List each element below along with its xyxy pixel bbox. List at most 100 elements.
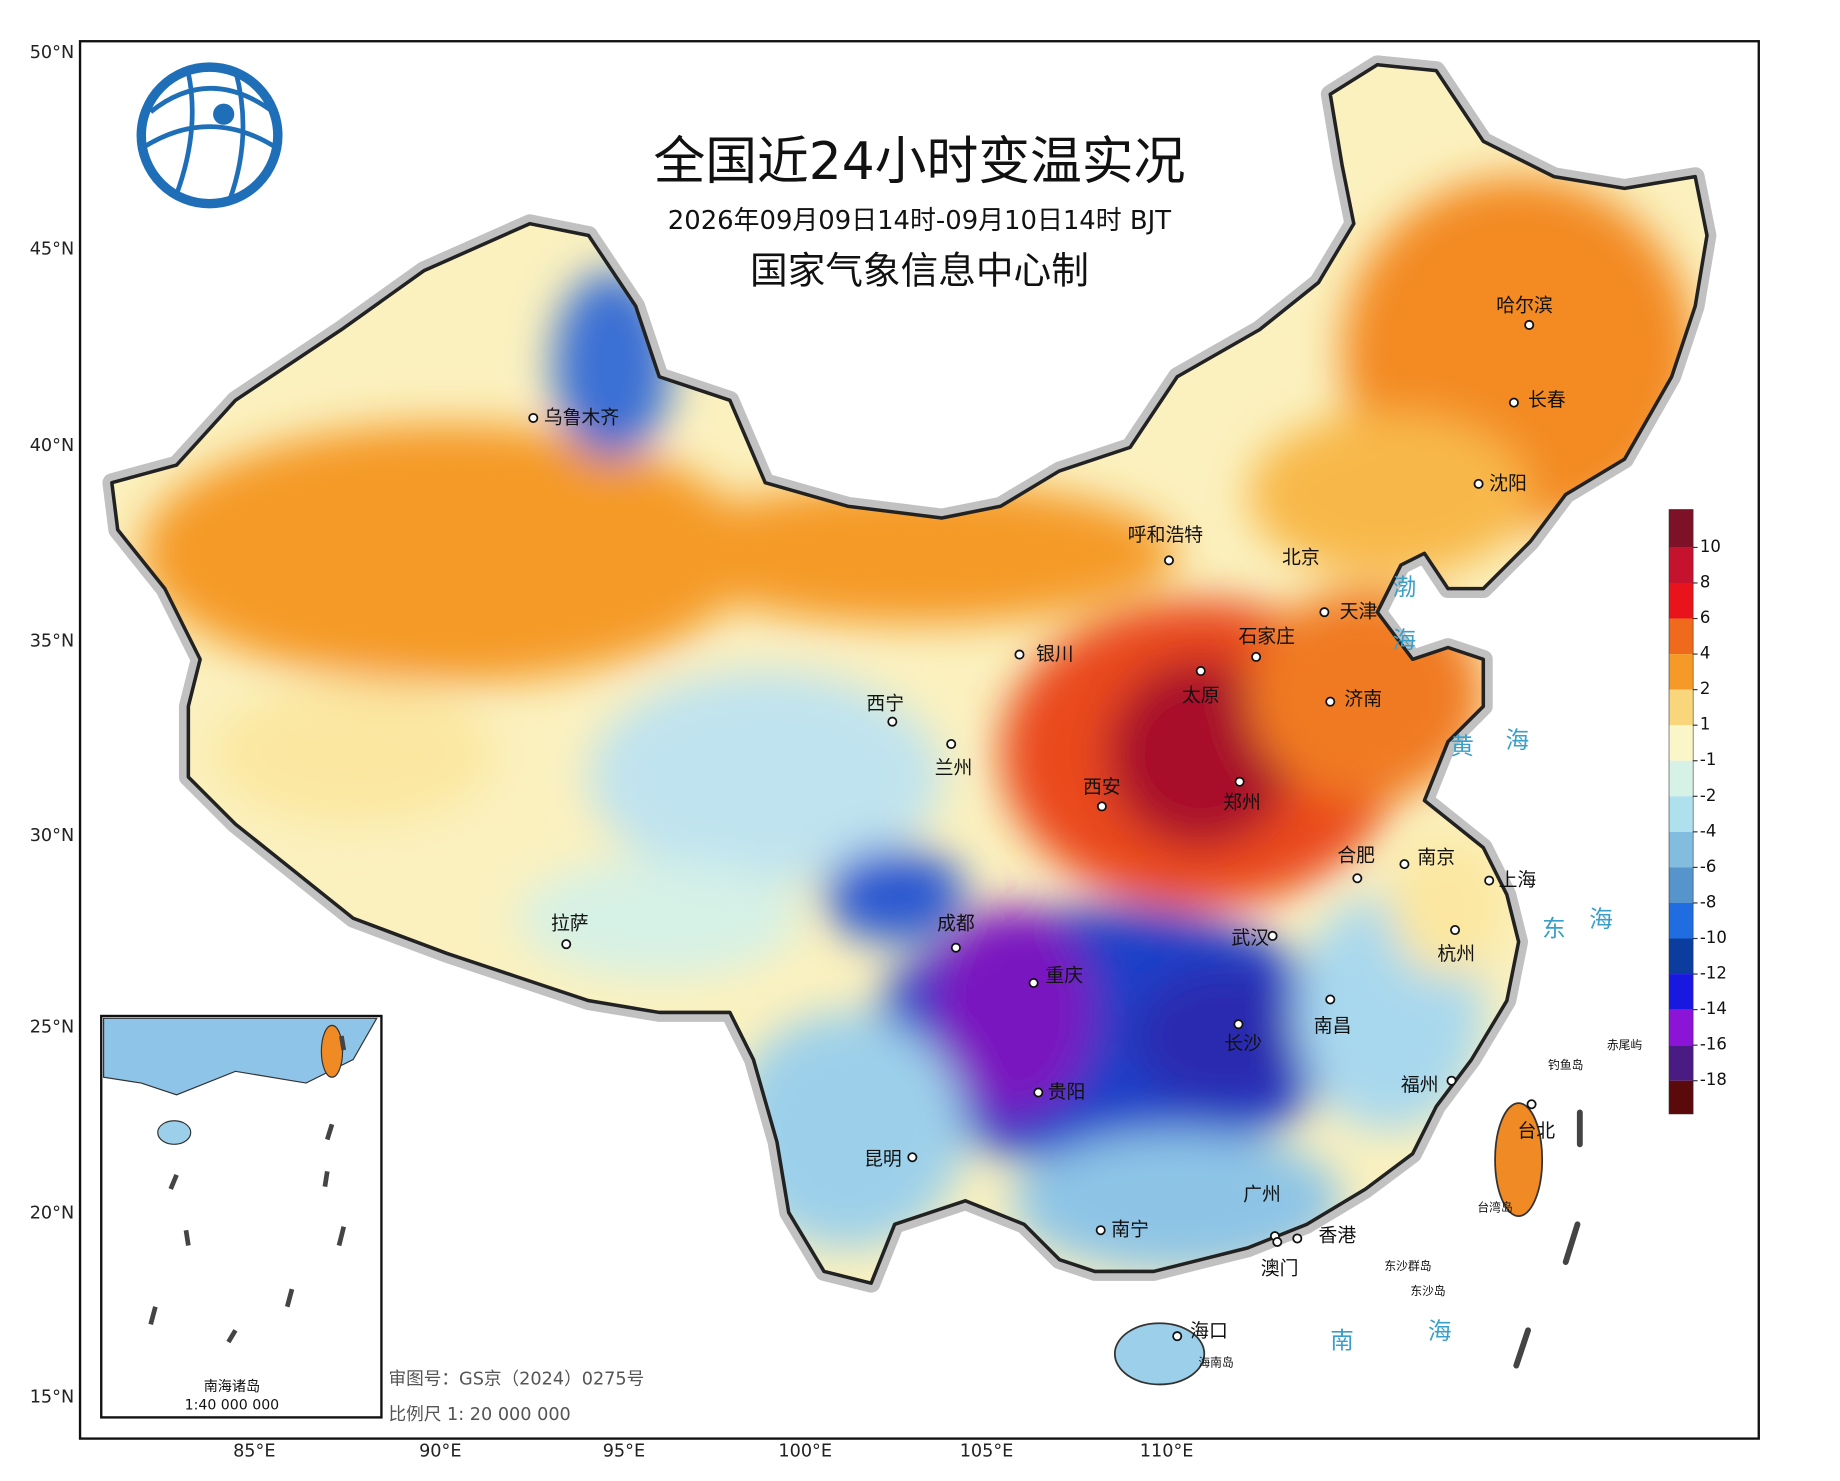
lon-label: 90°E bbox=[419, 1442, 461, 1462]
lon-label: 95°E bbox=[603, 1442, 645, 1462]
city-dot bbox=[1234, 776, 1245, 787]
map-subtitle: 2026年09月09日14时-09月10日14时 BJT bbox=[668, 206, 1171, 236]
place-label: 赤尾屿 bbox=[1607, 1038, 1643, 1052]
city-label: 海口 bbox=[1190, 1320, 1228, 1342]
city-label: 长沙 bbox=[1224, 1033, 1262, 1055]
city-label: 合肥 bbox=[1337, 844, 1375, 866]
city-dot bbox=[1292, 1233, 1303, 1244]
colorbar-label: 8 bbox=[1700, 572, 1710, 591]
city-label: 重庆 bbox=[1045, 964, 1083, 986]
sea-label: 海 bbox=[1589, 905, 1615, 933]
city-dot bbox=[1251, 651, 1262, 662]
colorbar-label: -6 bbox=[1700, 857, 1716, 876]
map-scale: 比例尺 1: 20 000 000 bbox=[388, 1404, 570, 1425]
city-dot bbox=[1399, 859, 1410, 870]
colorbar-label: 6 bbox=[1700, 608, 1710, 627]
sea-label: 南 bbox=[1330, 1327, 1356, 1355]
city-label: 天津 bbox=[1340, 601, 1378, 623]
city-label: 济南 bbox=[1344, 688, 1382, 710]
temperature-field bbox=[111, 64, 1707, 1284]
city-dot bbox=[1033, 1087, 1044, 1098]
colorbar-label: -10 bbox=[1700, 928, 1727, 947]
city-label: 成都 bbox=[937, 913, 975, 935]
city-label: 西安 bbox=[1083, 776, 1121, 798]
city-dot bbox=[1172, 1331, 1183, 1342]
colorbar-segment bbox=[1669, 1045, 1693, 1081]
colorbar-segment bbox=[1669, 867, 1693, 903]
place-label: 东沙群岛 bbox=[1384, 1259, 1431, 1273]
city-label: 郑州 bbox=[1223, 791, 1261, 813]
lat-label: 50°N bbox=[30, 43, 74, 63]
city-label: 贵阳 bbox=[1048, 1081, 1086, 1103]
producer: 国家气象信息中心制 bbox=[750, 249, 1089, 293]
inset-scale: 1:40 000 000 bbox=[185, 1398, 280, 1414]
city-label: 福州 bbox=[1401, 1074, 1439, 1096]
city-dot bbox=[1325, 696, 1336, 707]
colorbar-label: -2 bbox=[1700, 786, 1716, 805]
colorbar-label: 10 bbox=[1700, 537, 1721, 556]
city-label: 长春 bbox=[1528, 389, 1566, 411]
lon-label: 110°E bbox=[1140, 1442, 1194, 1462]
city-dot bbox=[1473, 478, 1484, 489]
city-dot bbox=[1163, 555, 1174, 566]
colorbar-label: -1 bbox=[1700, 750, 1716, 769]
city-label: 杭州 bbox=[1437, 943, 1475, 965]
city-label: 银川 bbox=[1036, 643, 1074, 665]
city-label: 哈尔滨 bbox=[1496, 295, 1553, 317]
city-label: 南京 bbox=[1417, 847, 1455, 869]
colorbar-segment bbox=[1669, 689, 1693, 726]
city-dot bbox=[528, 412, 539, 423]
city-dot bbox=[907, 1152, 918, 1163]
lon-label: 100°E bbox=[778, 1442, 832, 1462]
city-label: 呼和浩特 bbox=[1128, 524, 1203, 546]
lat-label: 35°N bbox=[30, 632, 74, 652]
city-label: 太原 bbox=[1182, 684, 1220, 706]
city-label: 南昌 bbox=[1314, 1015, 1352, 1037]
city-label: 兰州 bbox=[935, 757, 973, 779]
maritime-dashes bbox=[1513, 1109, 1583, 1369]
city-label: 广州 bbox=[1243, 1183, 1281, 1205]
lat-label: 45°N bbox=[30, 240, 74, 260]
inset-title: 南海诸岛 bbox=[204, 1379, 260, 1395]
city-dot bbox=[1096, 801, 1107, 812]
city-dot bbox=[1352, 873, 1363, 884]
sea-label: 渤 bbox=[1393, 573, 1419, 601]
city-dot bbox=[1195, 666, 1206, 677]
colorbar-segment bbox=[1669, 1009, 1693, 1046]
inset-map bbox=[103, 1017, 378, 1344]
review-number: 审图号：GS京（2024）0275号 bbox=[388, 1369, 644, 1390]
city-label: 上海 bbox=[1499, 869, 1537, 891]
sea-label: 东 bbox=[1542, 915, 1568, 943]
colorbar-segment bbox=[1669, 760, 1693, 797]
colorbar-label: -4 bbox=[1700, 821, 1716, 840]
city-dot bbox=[950, 942, 961, 953]
colorbar-label: -16 bbox=[1700, 1035, 1727, 1054]
city-label: 北京 bbox=[1282, 547, 1320, 569]
place-label: 东沙岛 bbox=[1410, 1284, 1445, 1298]
taiwan-island bbox=[1494, 1102, 1544, 1217]
colorbar-segment bbox=[1669, 938, 1693, 975]
field-blobs bbox=[141, 176, 1696, 1272]
lat-label: 40°N bbox=[30, 436, 74, 456]
colorbar-label: 4 bbox=[1700, 644, 1710, 663]
city-label: 石家庄 bbox=[1238, 625, 1294, 647]
lat-label: 20°N bbox=[30, 1204, 74, 1224]
city-label: 昆明 bbox=[864, 1149, 902, 1170]
colorbar-segment bbox=[1669, 582, 1693, 619]
city-dot bbox=[1095, 1225, 1106, 1236]
colorbar-segment bbox=[1669, 654, 1693, 690]
city-dot bbox=[1484, 875, 1495, 886]
city-dot bbox=[1446, 1075, 1457, 1086]
colorbar-label: -18 bbox=[1700, 1070, 1727, 1089]
colorbar-segment bbox=[1669, 618, 1693, 655]
country-border bbox=[110, 63, 1709, 1285]
city-label: 澳门 bbox=[1261, 1258, 1299, 1280]
lat-label: 25°N bbox=[30, 1018, 74, 1038]
lat-label: 30°N bbox=[30, 826, 74, 846]
colorbar-segment bbox=[1669, 796, 1693, 832]
city-label: 西宁 bbox=[866, 693, 904, 715]
sea-label: 黄 bbox=[1450, 732, 1476, 760]
logo bbox=[136, 62, 283, 209]
colorbar-segment bbox=[1669, 725, 1693, 761]
city-dot bbox=[1014, 649, 1025, 660]
